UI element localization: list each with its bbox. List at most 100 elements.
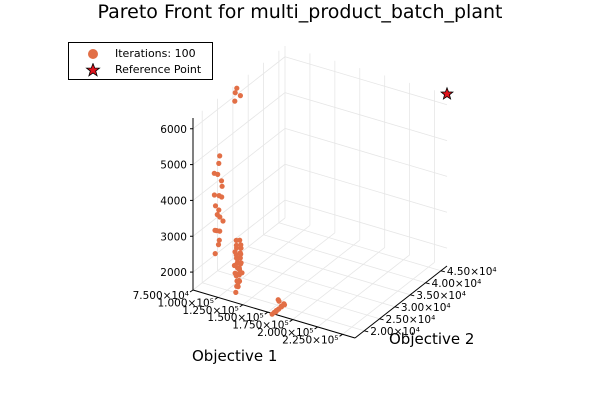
data-point <box>211 192 217 198</box>
grid-line <box>217 225 311 298</box>
x-tick-mark <box>289 319 293 322</box>
z-tick-label: 6000 <box>160 124 187 136</box>
x-tick-label: 1.000×10⁵ <box>157 297 213 309</box>
reference-point-star <box>440 86 454 100</box>
legend-item-iterations: Iterations: 100 <box>69 46 214 62</box>
data-point <box>281 302 288 308</box>
data-point <box>216 207 222 213</box>
x-tick-mark <box>239 304 244 308</box>
data-point <box>237 250 243 256</box>
grid-line <box>248 246 411 296</box>
grid-line <box>284 128 448 177</box>
grid-line <box>342 261 435 335</box>
grid-line <box>263 234 426 284</box>
data-point <box>212 227 218 233</box>
grid-line <box>192 199 286 273</box>
x-tick-label: 1.750×10⁵ <box>232 320 288 332</box>
x-axis-title: Objective 1 <box>192 347 278 365</box>
grid-line <box>284 56 448 106</box>
legend-label: Reference Point <box>115 63 202 76</box>
x-tick-label: 1.500×10⁵ <box>207 312 263 324</box>
z-tick-label: 3000 <box>160 231 187 243</box>
data-point <box>216 160 222 166</box>
grid-line <box>192 128 286 201</box>
data-point <box>237 93 243 99</box>
grid-line <box>267 239 361 313</box>
data-point <box>217 228 223 234</box>
grid-line <box>292 247 385 320</box>
y-tick-label: 4.00×10⁴ <box>432 278 482 290</box>
x-axis-ticks: 7.500×10⁴1.000×10⁵1.250×10⁵1.500×10⁵1.75… <box>133 289 343 346</box>
data-points <box>211 85 454 317</box>
grid-line <box>192 163 286 237</box>
y-axis-ticks: 2.00×10⁴2.50×10⁴3.00×10⁴3.50×10⁴4.00×10⁴… <box>364 266 497 338</box>
data-point <box>234 260 240 266</box>
grid-line <box>317 254 410 328</box>
y-tick-mark <box>440 270 445 273</box>
y-tick-mark <box>364 330 369 333</box>
grid-line <box>232 258 395 308</box>
x-tick-label: 2.250×10⁵ <box>282 334 338 346</box>
grid-line <box>284 163 448 213</box>
data-point <box>216 193 222 199</box>
y-tick-mark <box>394 306 399 309</box>
data-point <box>238 242 244 248</box>
grid-line <box>278 222 441 272</box>
x-tick-label: 1.250×10⁵ <box>182 305 238 317</box>
data-point <box>211 170 217 176</box>
z-tick-label: 2000 <box>160 267 187 279</box>
y-axis-line <box>354 265 448 339</box>
z-tick-label: 5000 <box>160 160 187 172</box>
z-axis-ticks: 2000 3000 4000 5000 6000 <box>160 124 193 279</box>
data-point <box>233 289 239 295</box>
grid-line <box>242 232 336 306</box>
data-point <box>216 237 222 243</box>
x-tick-mark <box>339 333 343 337</box>
data-point <box>233 237 239 243</box>
data-point <box>232 270 238 276</box>
data-point <box>218 178 225 184</box>
grid-line <box>192 92 286 165</box>
x-tick-label: 7.500×10⁴ <box>133 290 189 302</box>
data-point <box>238 260 244 266</box>
legend: Iterations: 100 Reference Point <box>68 42 213 80</box>
data-point <box>219 183 225 189</box>
data-point <box>215 242 222 248</box>
data-point <box>232 98 238 104</box>
legend-star-icon <box>85 63 101 77</box>
legend-circle-icon <box>88 49 98 59</box>
data-point <box>276 298 282 304</box>
y-tick-mark <box>410 294 415 297</box>
y-tick-mark <box>379 318 384 321</box>
data-point <box>220 218 226 224</box>
x-tick-mark <box>314 326 318 330</box>
x-tick-label: 2.000×10⁵ <box>257 327 313 339</box>
y-tick-label: 3.50×10⁴ <box>416 290 466 302</box>
data-point <box>233 242 239 248</box>
data-point <box>212 251 218 257</box>
y-axis-title: Objective 2 <box>389 330 475 348</box>
x-tick-mark <box>189 289 194 293</box>
z-tick-label: 4000 <box>160 195 187 207</box>
y-tick-label: 2.00×10⁴ <box>370 326 420 338</box>
data-point <box>234 278 240 284</box>
data-point <box>234 85 240 91</box>
y-tick-label: 2.50×10⁴ <box>386 314 436 326</box>
y-tick-mark <box>425 282 430 285</box>
grid-line <box>217 270 380 320</box>
grid-line <box>284 92 448 141</box>
chart-title: Pareto Front for multi_product_batch_pla… <box>97 1 503 23</box>
data-point <box>214 212 220 218</box>
data-point <box>217 153 223 159</box>
legend-label: Iterations: 100 <box>115 47 196 60</box>
legend-item-reference: Reference Point <box>69 62 214 78</box>
data-point <box>272 309 278 315</box>
grid-line <box>284 199 448 249</box>
grid-line <box>192 56 286 130</box>
x-tick-mark <box>264 311 269 315</box>
data-point <box>234 256 240 262</box>
data-point <box>212 203 219 209</box>
y-tick-label: 4.50×10⁴ <box>447 266 497 278</box>
grid-lines <box>192 46 448 335</box>
